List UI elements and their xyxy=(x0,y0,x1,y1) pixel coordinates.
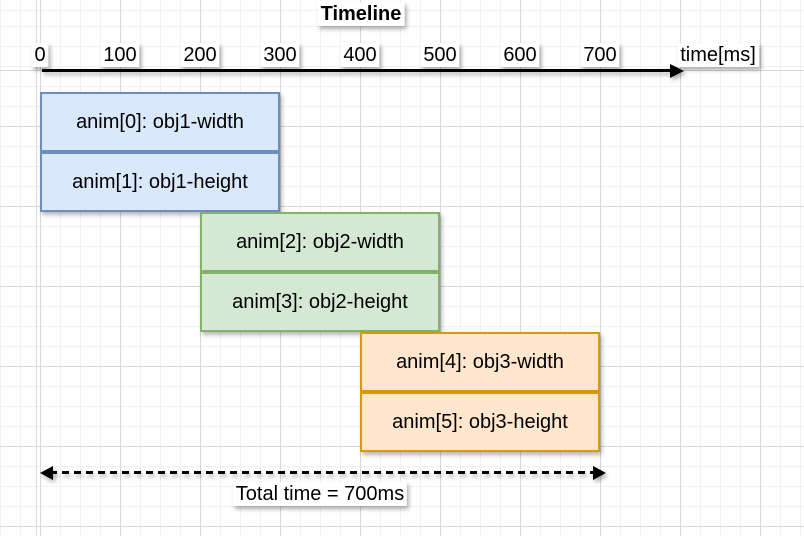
arrow-right-icon xyxy=(593,466,606,480)
axis-tick-label: 300 xyxy=(260,43,300,67)
timeline-bar-label: anim[1]: obj1-height xyxy=(72,170,248,193)
axis-line xyxy=(42,69,676,72)
axis-tick-label: 700 xyxy=(580,43,620,67)
time-axis-arrow[interactable] xyxy=(42,64,684,78)
axis-tick-label: 0 xyxy=(31,43,49,67)
dashed-line xyxy=(50,471,596,474)
arrow-right-icon xyxy=(670,64,684,78)
timeline-bar[interactable]: anim[4]: obj3-width xyxy=(360,332,600,392)
timeline-bar-label: anim[3]: obj2-height xyxy=(232,290,408,313)
arrow-left-icon xyxy=(40,466,53,480)
timeline-bar-label: anim[5]: obj3-height xyxy=(392,410,568,433)
axis-tick-label: 600 xyxy=(500,43,540,67)
axis-unit-label: time[ms] xyxy=(677,43,759,67)
timeline-bar[interactable]: anim[2]: obj2-width xyxy=(200,212,440,272)
total-time-arrow[interactable] xyxy=(40,465,606,481)
axis-tick-label: 200 xyxy=(180,43,220,67)
total-time-label: Total time = 700ms xyxy=(232,482,408,506)
axis-tick-label: 500 xyxy=(420,43,460,67)
timeline-bar-label: anim[4]: obj3-width xyxy=(396,350,564,373)
diagram-title: Timeline xyxy=(317,2,405,26)
timeline-bar-label: anim[2]: obj2-width xyxy=(236,230,404,253)
timeline-bar[interactable]: anim[0]: obj1-width xyxy=(40,92,280,152)
timeline-bar[interactable]: anim[1]: obj1-height xyxy=(40,152,280,212)
axis-tick-label: 100 xyxy=(100,43,140,67)
axis-tick-label: 400 xyxy=(340,43,380,67)
timeline-bar-label: anim[0]: obj1-width xyxy=(76,110,244,133)
timeline-bar[interactable]: anim[5]: obj3-height xyxy=(360,392,600,452)
timeline-bar[interactable]: anim[3]: obj2-height xyxy=(200,272,440,332)
